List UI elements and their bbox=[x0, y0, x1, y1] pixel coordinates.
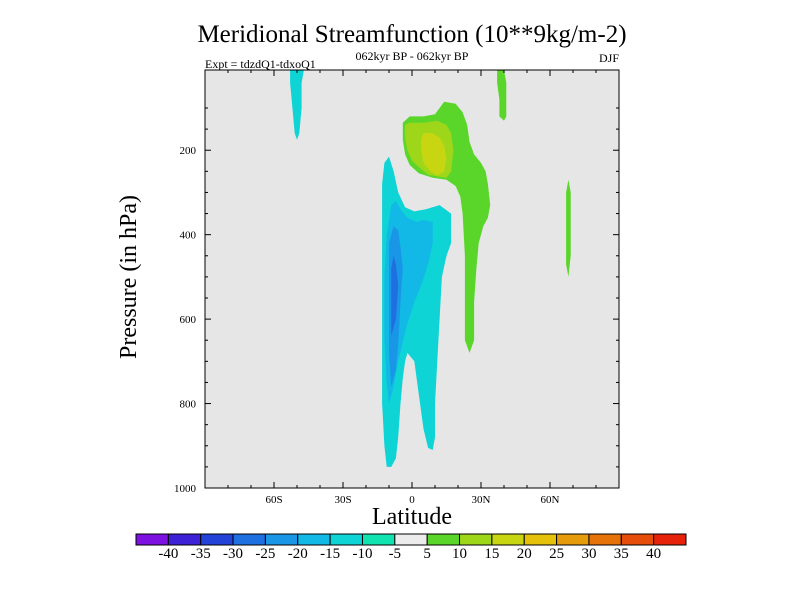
contour-northern-thin-level-5 bbox=[566, 179, 571, 277]
contour-polar-cell-north-level-5 bbox=[497, 70, 507, 121]
x-tick-label: 0 bbox=[409, 494, 415, 506]
contour-northern-cell-level-15 bbox=[421, 133, 447, 176]
colorbar-swatch bbox=[653, 533, 687, 546]
x-tick-label: 30S bbox=[334, 494, 351, 506]
y-tick-label: 200 bbox=[180, 145, 197, 157]
chart-subtitle-left: Expt = tdzdQ1-tdxoQ1 bbox=[205, 57, 316, 71]
contour-southern-high-level-neg10 bbox=[290, 70, 304, 140]
colorbar-label: -15 bbox=[320, 546, 340, 562]
colorbar: -40 -35 -30 -25 -20 -15 -10 -5 5 10 15 20 25 30 35 40 bbox=[135, 533, 687, 562]
colorbar-swatch bbox=[135, 533, 169, 546]
y-tick-label: 400 bbox=[180, 230, 197, 242]
y-tick-label: 800 bbox=[180, 399, 197, 411]
colorbar-swatch bbox=[200, 533, 234, 546]
chart-subtitle-right: DJF bbox=[599, 51, 619, 65]
colorbar-swatch bbox=[329, 533, 363, 546]
colorbar-swatch bbox=[426, 533, 461, 546]
y-tick-label: 1000 bbox=[174, 483, 197, 495]
colorbar-label: -5 bbox=[389, 546, 402, 562]
colorbar-swatch bbox=[167, 533, 202, 546]
y-axis-label: Pressure (in hPa) bbox=[116, 195, 142, 359]
colorbar-label: -20 bbox=[288, 546, 308, 562]
chart-subtitle-center: 062kyr BP - 062kyr BP bbox=[356, 49, 469, 63]
y-axis: 200 400 600 800 1000 bbox=[174, 107, 619, 495]
colorbar-swatch bbox=[264, 533, 299, 546]
colorbar-label: -35 bbox=[191, 546, 211, 562]
colorbar-swatch bbox=[459, 533, 493, 546]
y-tick-label: 600 bbox=[180, 314, 197, 326]
x-tick-label: 30N bbox=[472, 494, 491, 506]
colorbar-label: -30 bbox=[223, 546, 243, 562]
x-axis: 60S 30S 0 30N 60N bbox=[227, 70, 597, 506]
colorbar-label: 40 bbox=[646, 546, 661, 562]
colorbar-swatch bbox=[394, 533, 428, 546]
colorbar-label: -40 bbox=[158, 546, 178, 562]
colorbar-swatch bbox=[491, 533, 525, 546]
contour-southern-cell-level-neg25 bbox=[391, 255, 399, 336]
colorbar-label: 15 bbox=[484, 546, 499, 562]
colorbar-label: 10 bbox=[452, 546, 467, 562]
colorbar-swatch bbox=[556, 533, 590, 546]
colorbar-label: 5 bbox=[423, 546, 431, 562]
plot-area bbox=[204, 69, 620, 489]
colorbar-label: 30 bbox=[581, 546, 596, 562]
colorbar-label: 20 bbox=[517, 546, 532, 562]
colorbar-label: -10 bbox=[352, 546, 372, 562]
colorbar-label: -25 bbox=[255, 546, 275, 562]
x-tick-label: 60N bbox=[541, 494, 560, 506]
colorbar-label: 25 bbox=[549, 546, 564, 562]
colorbar-swatch bbox=[523, 533, 558, 546]
colorbar-swatch bbox=[297, 533, 331, 546]
chart-title: Meridional Streamfunction (10**9kg/m-2) bbox=[197, 21, 626, 48]
x-tick-label: 60S bbox=[265, 494, 282, 506]
colorbar-swatch bbox=[588, 533, 622, 546]
colorbar-swatch bbox=[620, 533, 655, 546]
x-axis-label: Latitude bbox=[372, 504, 452, 530]
contour-southern-cell-level-neg15-b bbox=[414, 226, 433, 260]
colorbar-swatch bbox=[232, 533, 266, 546]
colorbar-label: 35 bbox=[614, 546, 629, 562]
colorbar-swatch bbox=[361, 533, 396, 546]
